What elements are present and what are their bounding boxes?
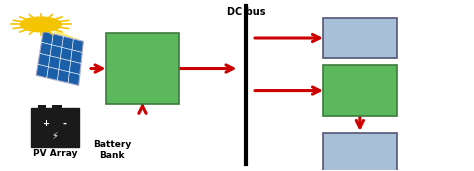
Text: Charge
Controller: Charge Controller (117, 59, 168, 78)
Text: Battery
Bank: Battery Bank (92, 140, 131, 160)
Text: DC-AC
Inverter: DC-AC Inverter (339, 81, 381, 100)
Bar (38, 105, 46, 109)
Text: DC Loads: DC Loads (337, 34, 383, 43)
FancyBboxPatch shape (106, 33, 179, 104)
Text: AC Loads: AC Loads (337, 149, 383, 158)
Polygon shape (46, 30, 83, 86)
Text: PV Array: PV Array (33, 149, 77, 158)
Circle shape (20, 17, 61, 32)
FancyBboxPatch shape (323, 133, 397, 171)
Text: DC bus: DC bus (227, 8, 266, 17)
Text: ⚡: ⚡ (52, 131, 58, 141)
Text: +: + (42, 119, 49, 128)
Text: -: - (63, 119, 66, 128)
Bar (52, 105, 62, 109)
FancyBboxPatch shape (31, 108, 79, 147)
FancyBboxPatch shape (323, 18, 397, 58)
FancyBboxPatch shape (323, 65, 397, 116)
Polygon shape (36, 31, 83, 86)
